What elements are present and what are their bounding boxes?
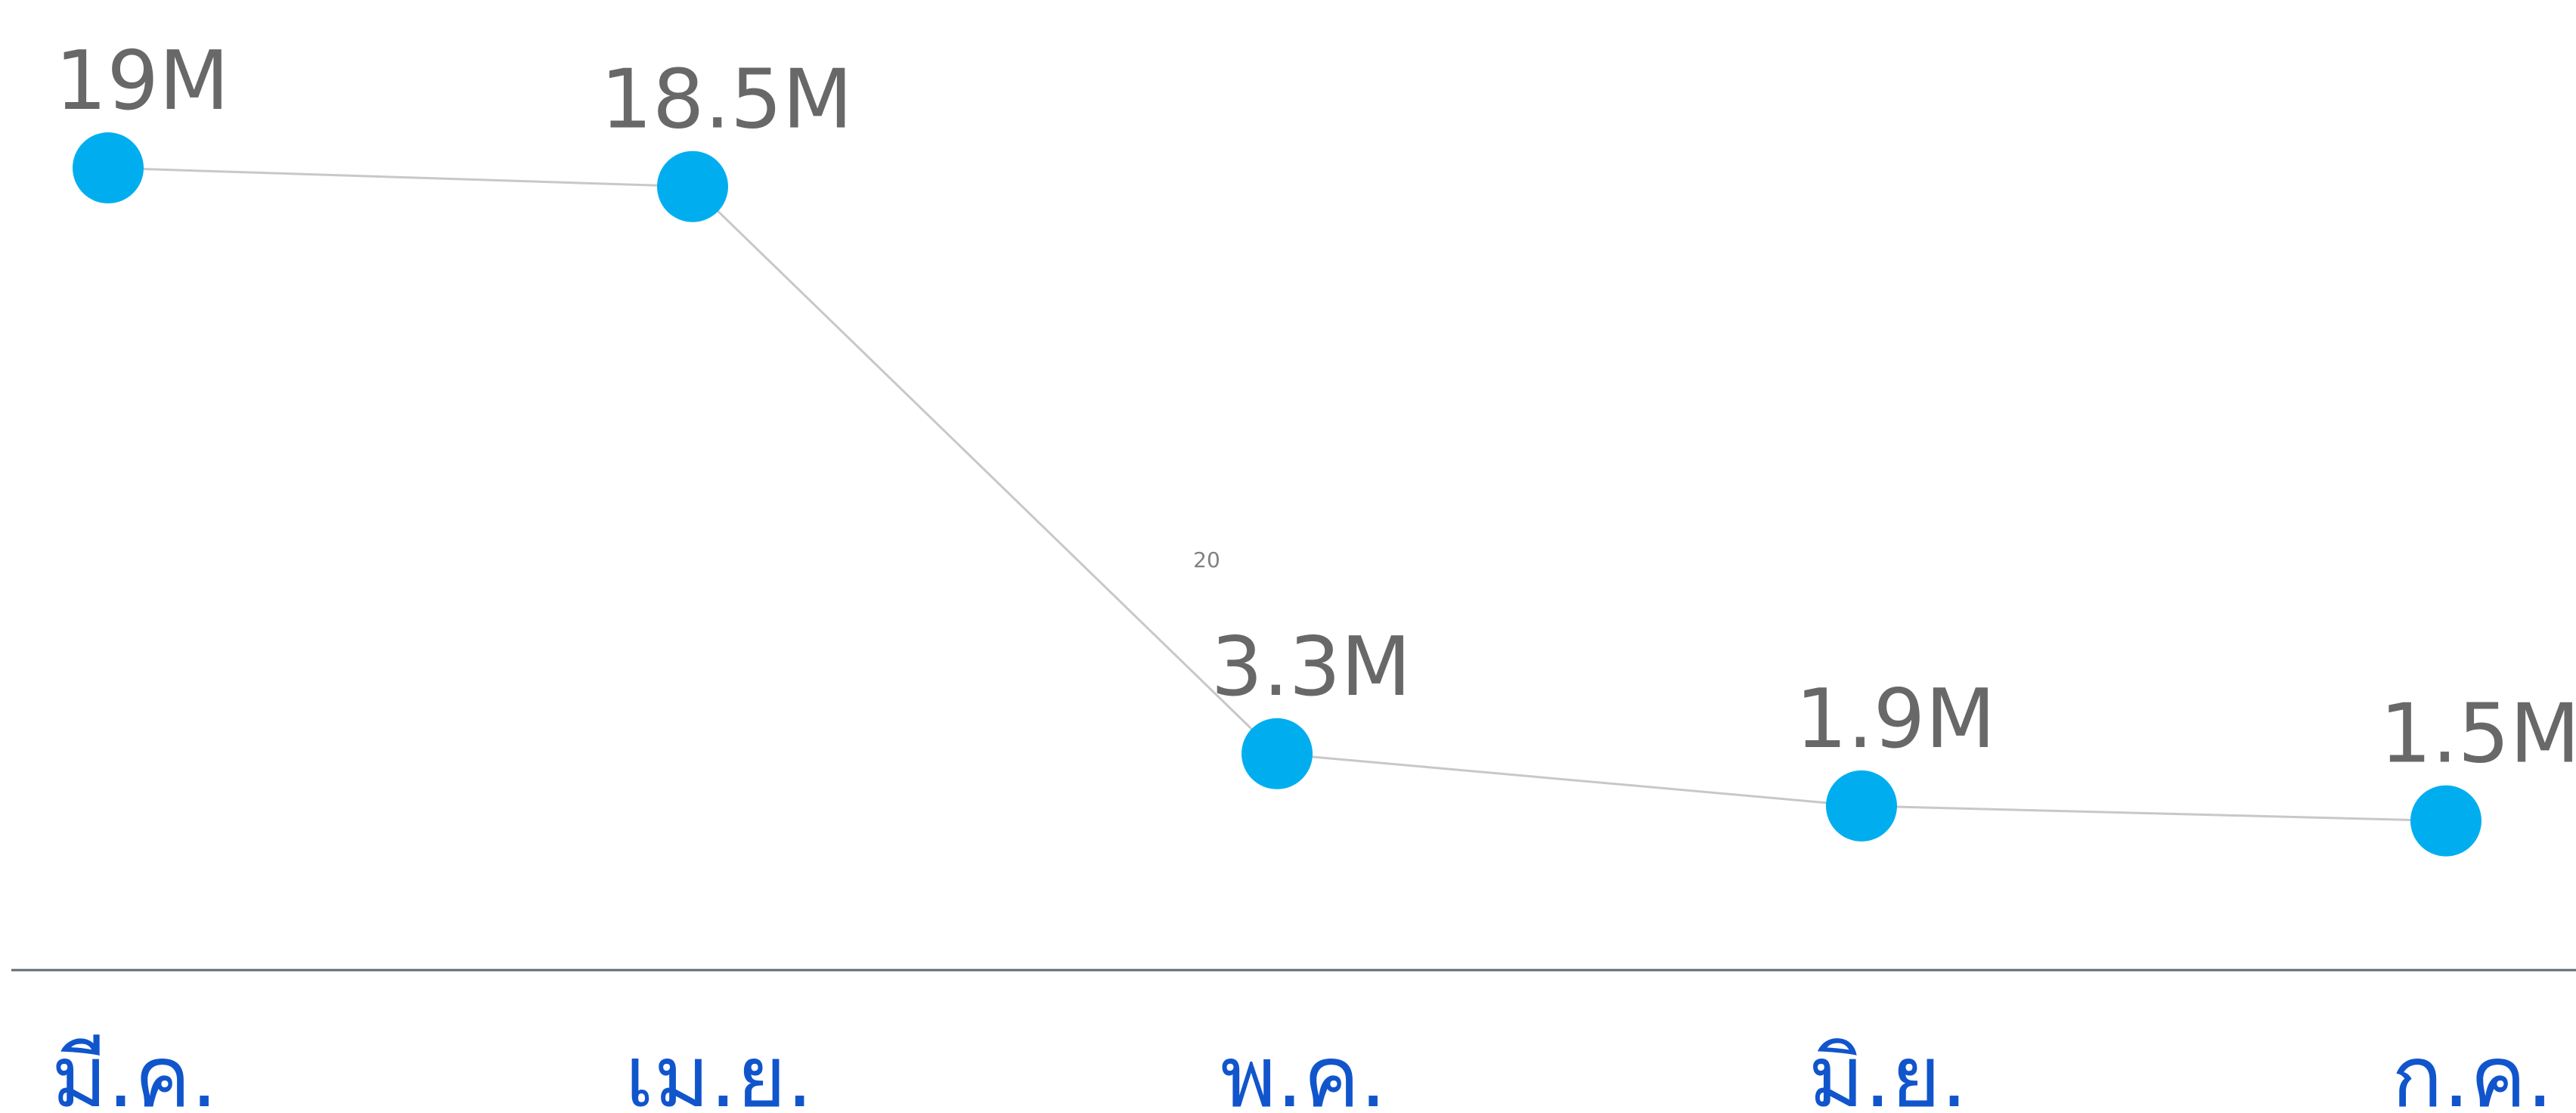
data-label: 19M bbox=[55, 34, 230, 129]
data-point[interactable] bbox=[657, 150, 728, 222]
data-label: 3.3M bbox=[1211, 620, 1412, 715]
x-axis-tick-labels: มี.ค. เม.ย. พ.ค. มิ.ย. ก.ค. bbox=[51, 1028, 2553, 1113]
x-tick-label: เม.ย. bbox=[625, 1028, 814, 1113]
x-tick-label: ก.ค. bbox=[2392, 1028, 2553, 1113]
data-point[interactable] bbox=[1242, 718, 1313, 789]
data-label: 1.9M bbox=[1796, 672, 1996, 767]
x-tick-label: มี.ค. bbox=[51, 1028, 218, 1113]
data-point[interactable] bbox=[73, 132, 144, 204]
x-tick-label: มิ.ย. bbox=[1809, 1028, 1968, 1113]
data-labels: 19M 18.5M 3.3M 1.9M 1.5M bbox=[55, 34, 2576, 782]
data-point[interactable] bbox=[1826, 770, 1897, 842]
x-tick-label: พ.ค. bbox=[1220, 1028, 1387, 1113]
series-points bbox=[73, 132, 2481, 857]
data-label: 1.5M bbox=[2380, 687, 2576, 782]
data-label: 18.5M bbox=[600, 53, 853, 147]
data-point[interactable] bbox=[2410, 785, 2481, 857]
annotation-label: 20 bbox=[1193, 547, 1220, 572]
